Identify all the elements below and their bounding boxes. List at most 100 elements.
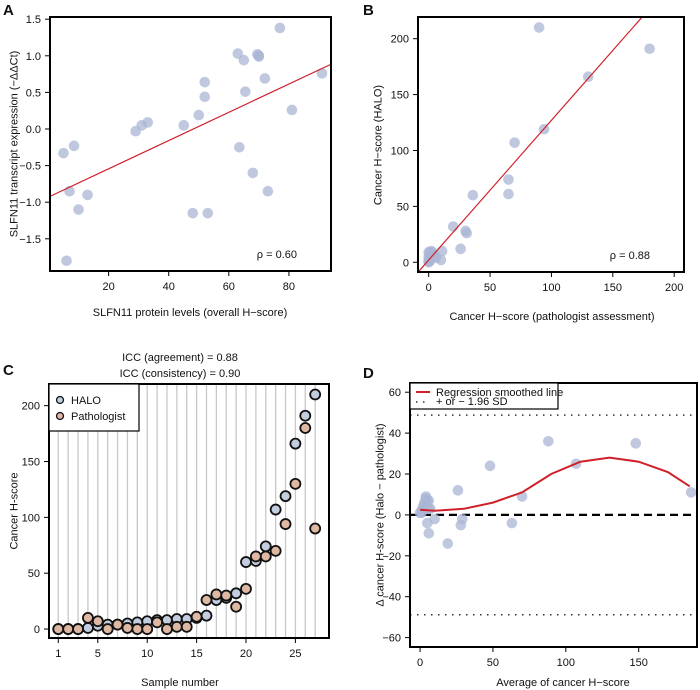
y-tick-label: 150 xyxy=(391,90,409,102)
data-point xyxy=(286,104,298,116)
x-tick-label: 20 xyxy=(240,648,252,660)
smoothed-regression-line xyxy=(420,456,691,512)
pathologist-point xyxy=(170,620,183,633)
data-point xyxy=(467,189,479,201)
data-point xyxy=(253,51,265,62)
halo-point xyxy=(279,490,292,503)
x-tick-label: 10 xyxy=(141,648,153,660)
legend: Regression smoothed line+ or − 1.96 SD xyxy=(409,382,563,410)
data-point xyxy=(259,73,271,84)
data-point xyxy=(506,517,518,529)
data-point xyxy=(316,68,328,79)
data-point xyxy=(262,185,274,197)
y-tick-label: 20 xyxy=(389,469,401,481)
icc-title: ICC (agreement) = 0.88 xyxy=(122,352,238,364)
x-axis-label: Cancer H−score (pathologist assessment) xyxy=(449,311,654,323)
data-point xyxy=(178,120,190,131)
y-axis-label: SLFN11 transcript expression (−ΔΔCt) xyxy=(9,51,21,238)
pathologist-point xyxy=(121,622,134,634)
x-tick-label: 5 xyxy=(95,648,101,660)
panel-letter: C xyxy=(3,362,14,379)
data-point xyxy=(424,255,436,267)
pathologist-point xyxy=(111,618,124,631)
data-point xyxy=(199,91,211,103)
data-point xyxy=(582,71,594,82)
pathologist-point xyxy=(279,518,292,530)
pathologist-point xyxy=(240,582,252,595)
pathologist-point xyxy=(82,611,94,624)
halo-point xyxy=(289,437,302,450)
data-point xyxy=(247,167,259,179)
y-tick-label: −40 xyxy=(382,592,401,604)
pathologist-point xyxy=(309,522,322,535)
x-tick-label: 200 xyxy=(665,282,683,294)
x-tick-label: 50 xyxy=(487,657,499,669)
data-point xyxy=(58,147,69,159)
y-tick-label: 0.5 xyxy=(26,87,41,99)
pathologist-point xyxy=(161,623,173,635)
pathologist-point xyxy=(200,594,213,606)
pathologist-point xyxy=(151,616,163,629)
data-point xyxy=(68,140,80,152)
data-point xyxy=(274,22,286,34)
plot-area xyxy=(52,384,322,638)
pathologist-point xyxy=(101,623,114,635)
regression-line xyxy=(50,63,331,197)
panel-letter: D xyxy=(363,365,374,382)
x-axis-label: Sample number xyxy=(141,677,219,689)
panel-letter: A xyxy=(3,2,14,19)
halo-point xyxy=(269,503,282,516)
pathologist-point xyxy=(131,623,144,635)
halo-point xyxy=(240,556,252,568)
data-point xyxy=(503,174,514,185)
halo-point xyxy=(200,609,213,622)
legend-label: HALO xyxy=(71,395,101,407)
y-axis-label: Cancer H-score xyxy=(9,472,21,549)
regression-line xyxy=(418,17,643,272)
halo-point xyxy=(82,622,94,634)
y-axis-label: Cancer H−score (HALO) xyxy=(373,85,385,205)
plot-area xyxy=(418,17,655,272)
data-point xyxy=(533,22,545,33)
x-tick-label: 150 xyxy=(630,657,648,669)
data-point xyxy=(82,189,93,201)
y-tick-label: 100 xyxy=(22,512,40,524)
panel-d: D 0 50 100 150 −60 −40 −20 0 20 40 60 Average of can… xyxy=(363,365,698,689)
plot-area xyxy=(50,22,331,267)
data-point xyxy=(240,86,251,97)
x-tick-label: 15 xyxy=(190,648,202,660)
x-tick-label: 0 xyxy=(417,657,423,669)
data-point xyxy=(455,519,467,531)
halo-point xyxy=(309,388,322,401)
pathologist-point xyxy=(249,550,262,563)
data-point xyxy=(142,117,153,128)
data-point xyxy=(187,207,199,219)
pathologist-point xyxy=(91,615,104,628)
legend-box xyxy=(48,383,140,432)
correlation-annotation: ρ = 0.60 xyxy=(257,249,297,261)
data-point xyxy=(509,137,520,148)
data-point xyxy=(429,513,440,525)
data-point xyxy=(234,141,245,153)
y-tick-label: 40 xyxy=(389,428,401,440)
icc-title: ICC (consistency) = 0.90 xyxy=(120,368,241,380)
y-tick-label: −1.0 xyxy=(19,197,41,209)
plot-frame xyxy=(49,16,332,272)
y-tick-label: 0.0 xyxy=(26,124,41,136)
pathologist-point xyxy=(289,477,302,490)
x-tick-label: 80 xyxy=(283,281,295,293)
y-tick-label: 100 xyxy=(391,145,409,157)
data-point xyxy=(455,243,466,255)
pathologist-point xyxy=(269,544,282,557)
y-tick-label: −20 xyxy=(382,551,401,563)
data-point xyxy=(644,43,655,55)
y-tick-label: −0.5 xyxy=(19,161,41,173)
legend-label: + or − 1.96 SD xyxy=(436,396,508,408)
y-tick-label: −1.5 xyxy=(19,234,41,246)
data-point xyxy=(543,435,554,447)
correlation-annotation: ρ = 0.88 xyxy=(610,250,650,262)
pathologist-point xyxy=(180,620,193,633)
data-point xyxy=(452,485,464,496)
